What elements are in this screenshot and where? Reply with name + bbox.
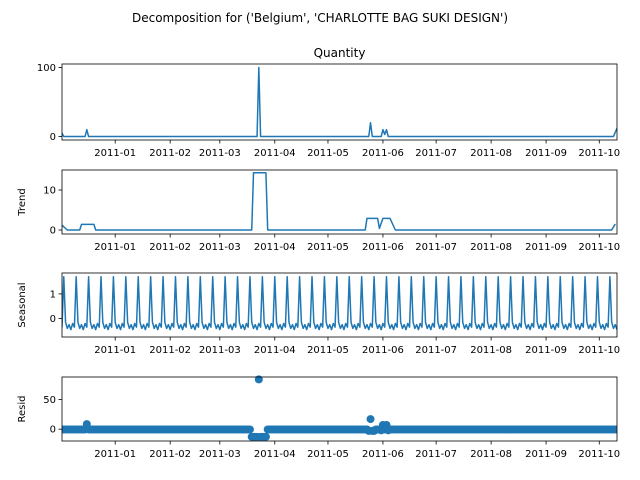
seasonal-xtick-label: 2011-09 [525,345,567,356]
observed-xtick-label: 2011-10 [578,148,620,159]
observed-ytick-label: 100 [37,63,56,74]
trend-xtick-label: 2011-06 [362,242,404,253]
trend-axes-frame [61,169,618,235]
observed-xtick-label: 2011-03 [199,148,241,159]
trend-ytick-label: 0 [50,226,56,237]
observed-xtick-label: 2011-08 [470,148,512,159]
resid-xtick-label: 2011-08 [470,449,512,460]
observed-ytick-label: 0 [50,132,56,143]
resid-xtick-label: 2011-04 [254,449,296,460]
trend-series-line [62,172,616,231]
resid-point [613,425,617,434]
trend-xtick-label: 2011-08 [470,242,512,253]
resid-point [82,420,91,429]
resid-point [261,432,270,441]
resid-point [366,415,375,424]
resid-xtick-label: 2011-05 [307,449,349,460]
resid-xtick-label: 2011-10 [578,449,620,460]
trend-xtick-label: 2011-09 [525,242,567,253]
seasonal-xtick-label: 2011-04 [254,345,296,356]
trend-xtick-label: 2011-10 [578,242,620,253]
panel-trend: 0 10 2011-01 2011-02 2011-03 2011-04 2011-05 20… [17,169,620,253]
observed-xtick-label: 2011-06 [362,148,404,159]
trend-xtick-label: 2011-07 [415,242,457,253]
seasonal-xtick-label: 2011-07 [415,345,457,356]
trend-xtick-label: 2011-04 [254,242,296,253]
trend-ylabel: Trend [17,188,28,216]
resid-ytick-label: 0 [50,425,56,436]
resid-ytick-label: 50 [43,395,56,406]
seasonal-xtick-label: 2011-10 [578,345,620,356]
observed-xtick-label: 2011-01 [94,148,136,159]
seasonal-axes-frame [61,272,618,338]
trend-xtick-label: 2011-02 [149,242,191,253]
panel-resid: 0 50 2011-01 2011-02 2011-03 2011-04 2011-05 20… [17,375,620,460]
resid-point [245,425,254,434]
observed-series-line [62,66,617,138]
resid-xtick-label: 2011-06 [362,449,404,460]
observed-xtick-label: 2011-04 [254,148,296,159]
observed-xtick-label: 2011-02 [149,148,191,159]
panel-observed: 0 100 2011-01 2011-02 2011-03 2011-04 2011-05 2… [37,46,620,159]
seasonal-xtick-label: 2011-08 [470,345,512,356]
resid-point [370,426,379,435]
resid-point [254,375,263,384]
resid-xtick-label: 2011-07 [415,449,457,460]
seasonal-series-line [62,275,617,331]
trend-xtick-label: 2011-05 [307,242,349,253]
observed-xtick-label: 2011-07 [415,148,457,159]
seasonal-xtick-label: 2011-01 [94,345,136,356]
observed-xtick-label: 2011-05 [307,148,349,159]
resid-point [384,426,393,435]
seasonal-ylabel: Seasonal [17,282,28,327]
seasonal-xtick-label: 2011-05 [307,345,349,356]
resid-xtick-label: 2011-01 [94,449,136,460]
resid-xtick-label: 2011-03 [199,449,241,460]
trend-xtick-label: 2011-03 [199,242,241,253]
observed-title: Quantity [314,46,366,60]
panel-seasonal: 0 1 2011-01 2011-02 2011-03 2011-04 2011-05 201… [17,272,620,356]
seasonal-xtick-label: 2011-06 [362,345,404,356]
seasonal-xtick-label: 2011-03 [199,345,241,356]
resid-ylabel: Resid [17,396,28,423]
resid-xtick-label: 2011-02 [149,449,191,460]
resid-xtick-label: 2011-09 [525,449,567,460]
trend-ytick-label: 10 [43,186,56,197]
seasonal-ytick-label: 0 [50,314,56,325]
seasonal-xtick-label: 2011-02 [149,345,191,356]
seasonal-ytick-label: 1 [50,289,56,300]
observed-axes-frame [61,63,618,141]
observed-xtick-label: 2011-09 [525,148,567,159]
figure-suptitle: Decomposition for ('Belgium', 'CHARLOTTE… [132,11,508,25]
resid-axes-frame [61,376,618,442]
trend-xtick-label: 2011-01 [94,242,136,253]
